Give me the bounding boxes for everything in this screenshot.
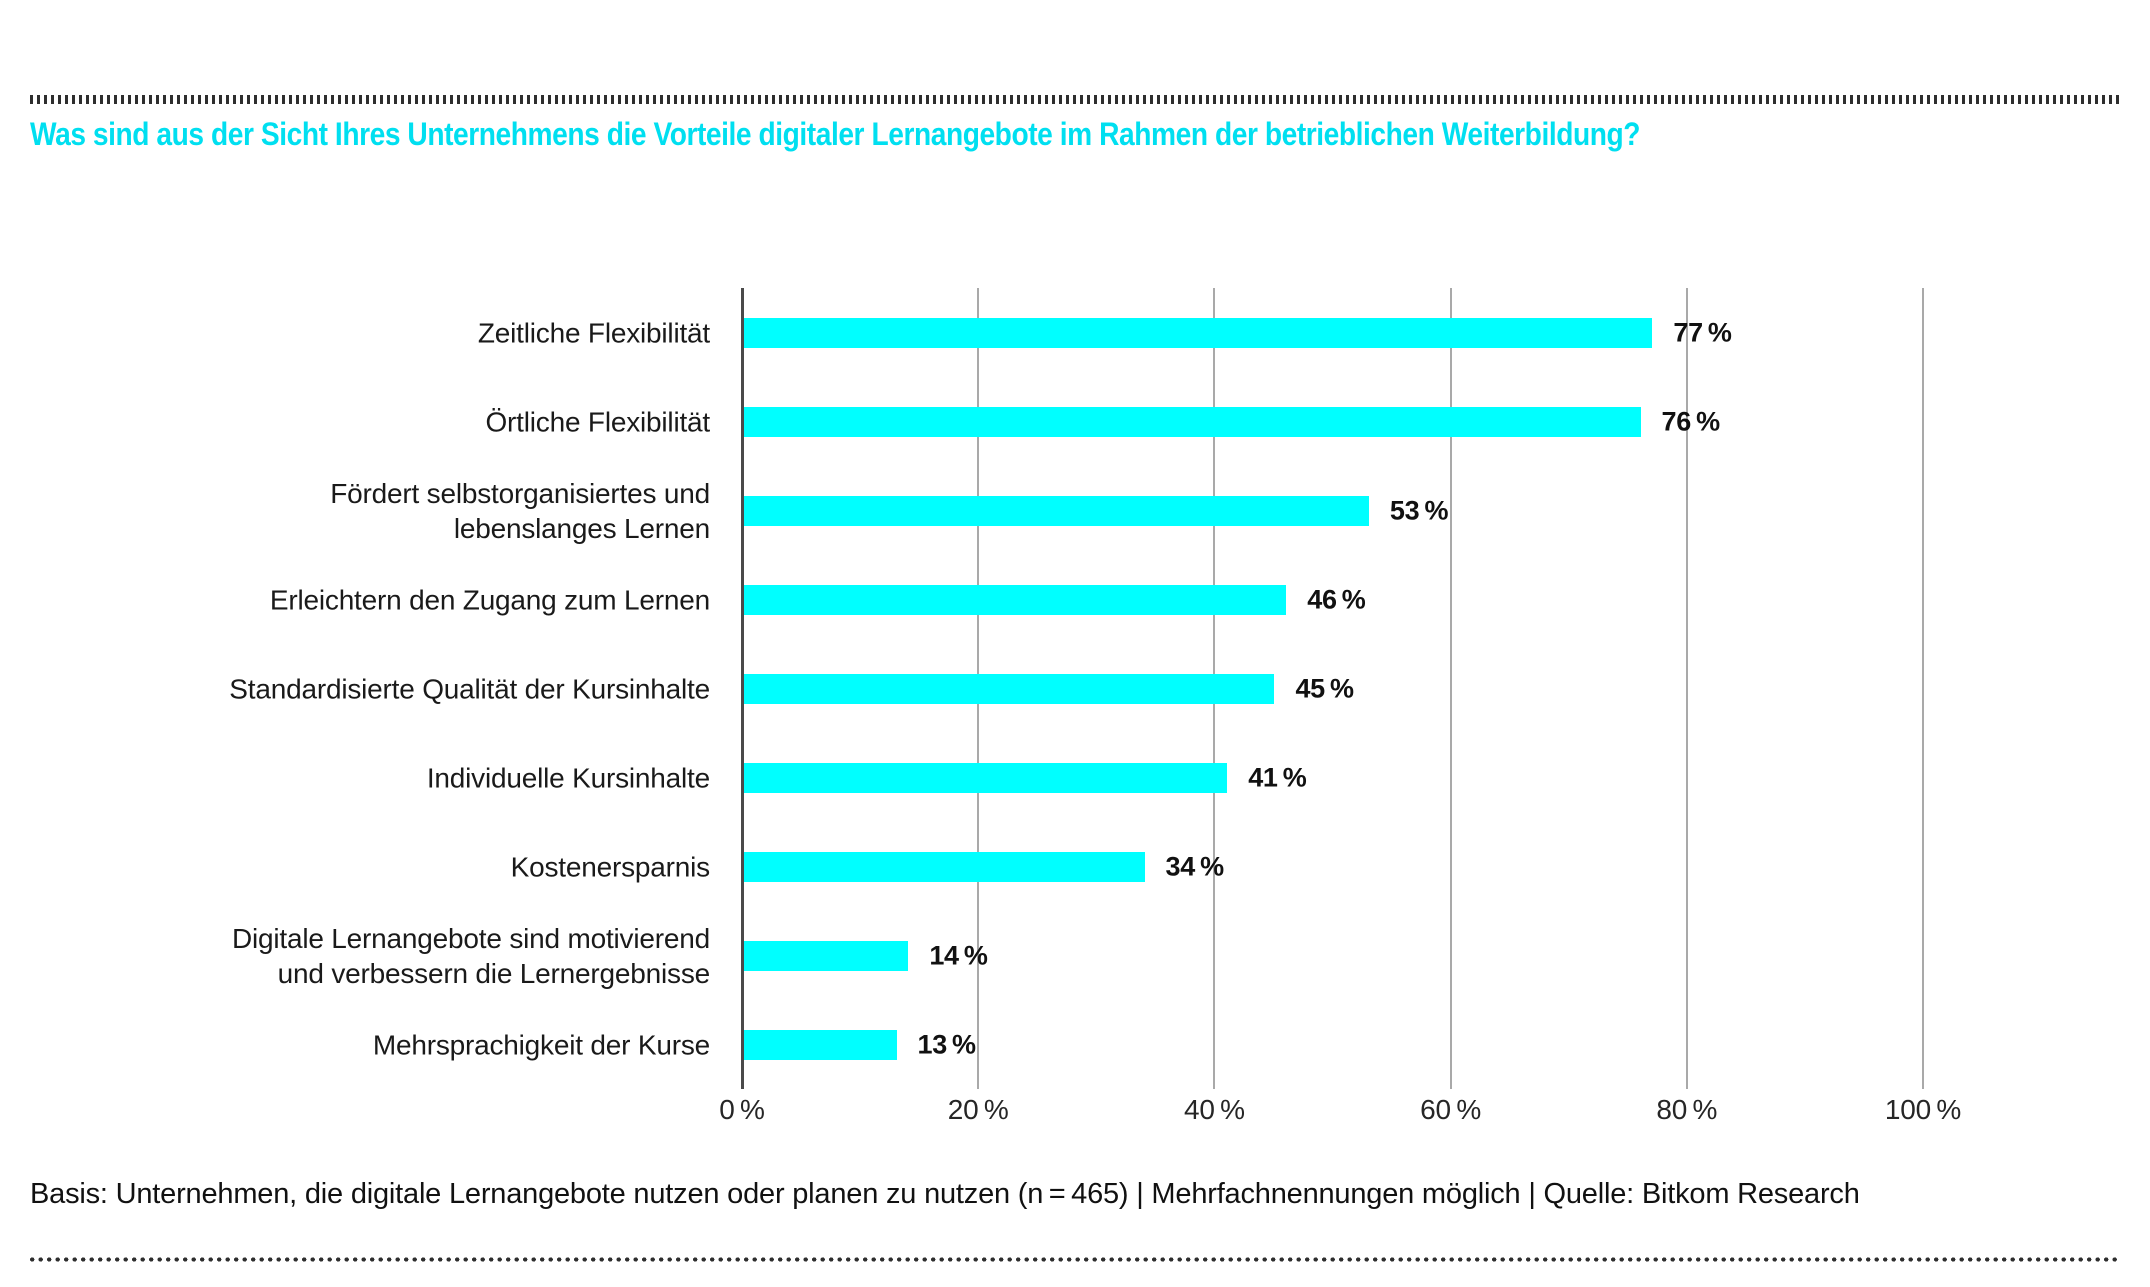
x-tick-label-0: 0 % — [719, 1094, 765, 1125]
bar-5 — [743, 762, 1228, 793]
bar-4 — [743, 673, 1275, 704]
value-label-7: 14 % — [929, 940, 988, 970]
category-label-7: Digitale Lernangebote sind motivierend u… — [231, 922, 710, 989]
value-label-3: 46 % — [1307, 584, 1366, 614]
value-label-1: 76 % — [1661, 406, 1721, 436]
value-label-0: 77 % — [1673, 317, 1732, 347]
bar-3 — [743, 584, 1287, 615]
category-label-2: Fördert selbstorganisiertes und lebensla… — [330, 477, 710, 544]
category-label-0: Zeitliche Flexibilität — [477, 317, 710, 348]
value-label-5: 41 % — [1248, 762, 1307, 792]
category-label-6: Kostenersparnis — [510, 851, 711, 882]
top-dotted-divider — [30, 95, 2120, 104]
bar-8 — [743, 1029, 897, 1060]
chart-title: Was sind aus der Sicht Ihres Unternehmen… — [30, 116, 1641, 152]
category-label-4: Standardisierte Qualität der Kursinhalte — [229, 673, 710, 704]
value-label-6: 34 % — [1165, 851, 1225, 881]
y-axis-line — [741, 288, 744, 1089]
bar-1 — [743, 406, 1641, 437]
bar-7 — [743, 940, 909, 971]
x-tick-label-40: 40 % — [1183, 1094, 1245, 1125]
plot-area: 77 % 76 % 53 % 46 % 45 % 41 % 34 % 14 % 13 % — [741, 288, 1924, 1089]
value-label-4: 45 % — [1295, 673, 1354, 703]
x-tick-label-100: 100 % — [1884, 1094, 1962, 1125]
source-note: Basis: Unternehmen, die digitale Lernang… — [30, 1178, 1860, 1210]
category-label-5: Individuelle Kursinhalte — [426, 762, 710, 793]
bar-2 — [743, 495, 1369, 526]
gridline-60 — [1449, 288, 1452, 1089]
bar-6 — [743, 851, 1145, 882]
category-label-8: Mehrsprachigkeit der Kurse — [372, 1029, 710, 1060]
gridline-80 — [1685, 288, 1688, 1089]
gridline-100 — [1922, 288, 1924, 1089]
x-tick-label-80: 80 % — [1656, 1094, 1718, 1125]
value-label-2: 53 % — [1389, 495, 1449, 525]
bar-0 — [743, 317, 1653, 348]
category-label-1: Örtliche Flexibilität — [485, 406, 710, 437]
bottom-dotted-divider — [30, 1257, 2120, 1262]
value-label-8: 13 % — [917, 1029, 977, 1059]
category-label-3: Erleichtern den Zugang zum Lernen — [269, 584, 710, 615]
x-tick-label-20: 20 % — [947, 1094, 1009, 1125]
x-tick-label-60: 60 % — [1420, 1094, 1482, 1125]
